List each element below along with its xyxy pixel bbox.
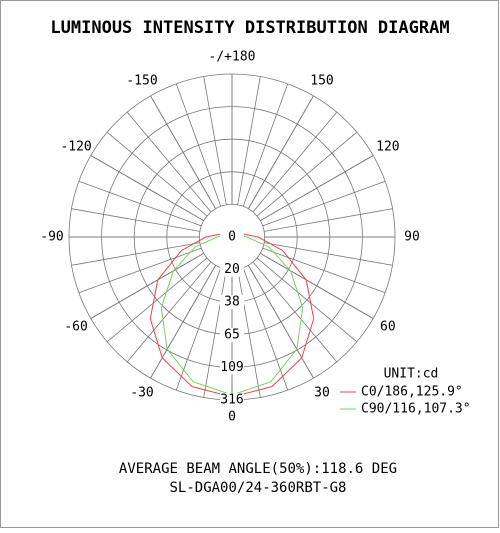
footer-line: AVERAGE BEAM ANGLE(50%):118.6 DEG [119, 461, 397, 477]
label-bg [220, 393, 244, 407]
angle-tick-label: 150 [310, 74, 333, 89]
angle-tick-label: 90 [404, 230, 420, 245]
unit-label: UNIT:cd [384, 367, 439, 382]
legend-label: C0/186,125.9° [361, 385, 463, 400]
footer-line: SL-DGA00/24-360RBT-G8 [169, 480, 346, 496]
angle-grid-line [260, 252, 374, 319]
angle-grid-line [90, 252, 204, 319]
label-bg [220, 295, 244, 310]
angle-grid-line [260, 155, 374, 222]
label-bg [220, 230, 244, 244]
angle-grid-line [90, 155, 204, 222]
angle-tick-label: 0 [228, 410, 236, 425]
angle-tick-label: 60 [380, 320, 396, 335]
angle-tick-label: -120 [60, 140, 91, 155]
angle-tick-label: -90 [40, 230, 63, 245]
r-tick-label: 0 [228, 230, 236, 245]
angle-tick-label: 120 [376, 140, 399, 155]
angle-tick-label: -150 [126, 74, 157, 89]
r-tick-label: 109 [220, 360, 243, 375]
angle-grid-line [247, 95, 314, 209]
label-bg [220, 360, 244, 375]
angle-tick-label: 30 [314, 385, 330, 400]
r-tick-label: 316 [220, 393, 243, 408]
angle-grid-line [150, 95, 217, 209]
angle-tick-label: -60 [64, 320, 87, 335]
angle-tick-label: -/+180 [209, 50, 256, 65]
r-tick-label: 38 [224, 295, 240, 310]
r-tick-label: 65 [224, 327, 240, 342]
chart-title: LUMINOUS INTENSITY DISTRIBUTION DIAGRAM [50, 18, 449, 38]
angle-grid-line [247, 265, 314, 379]
angle-tick-label: -30 [130, 385, 153, 400]
label-bg [220, 327, 244, 342]
label-bg [220, 262, 244, 277]
angle-grid-line [150, 265, 217, 379]
legend-label: C90/116,107.3° [361, 402, 471, 417]
r-tick-label: 20 [224, 262, 240, 277]
